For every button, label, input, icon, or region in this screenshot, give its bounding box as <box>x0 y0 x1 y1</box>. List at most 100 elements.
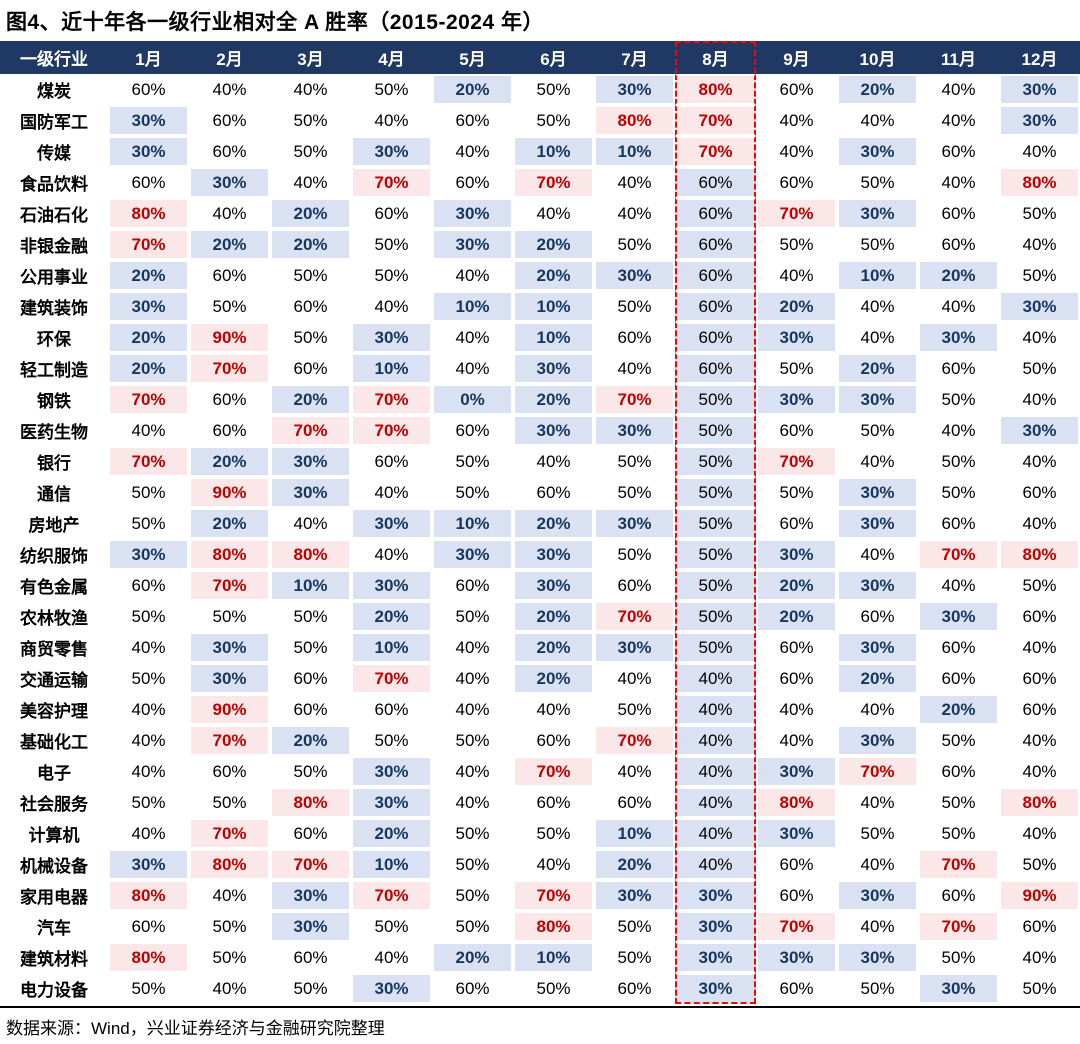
rate-cell: 40% <box>837 911 918 942</box>
industry-name: 煤炭 <box>0 74 108 105</box>
rate-cell: 10% <box>351 632 432 663</box>
rate-cell: 30% <box>594 632 675 663</box>
rate-cell: 80% <box>513 911 594 942</box>
rate-cell: 30% <box>675 942 756 973</box>
rate-cell: 40% <box>594 198 675 229</box>
rate-cell: 0% <box>432 384 513 415</box>
rate-cell: 30% <box>837 384 918 415</box>
rate-cell: 40% <box>756 136 837 167</box>
rate-cell: 30% <box>837 632 918 663</box>
rate-cell: 70% <box>351 415 432 446</box>
rate-cell: 50% <box>270 260 351 291</box>
rate-cell: 40% <box>999 756 1080 787</box>
rate-cell: 20% <box>837 74 918 105</box>
rate-cell: 60% <box>108 570 189 601</box>
rate-cell: 50% <box>999 353 1080 384</box>
month-column-header: 10月 <box>837 41 918 74</box>
rate-cell: 80% <box>270 539 351 570</box>
rate-cell: 60% <box>756 663 837 694</box>
table-row: 建筑材料 80% 50% 60% 40% 20% 10% 50% 30% 30% 30% 50% 40% <box>0 942 1080 973</box>
table-row: 房地产 50% 20% 40% 30% 10% 20% 30% 50% 60% 30% 60% 40% <box>0 508 1080 539</box>
rate-cell: 50% <box>513 818 594 849</box>
industry-name: 钢铁 <box>0 384 108 415</box>
rate-cell: 60% <box>270 291 351 322</box>
table-body: 煤炭 60% 40% 40% 50% 20% 50% 30% 80% 60% 20% 40% 30% 国防… <box>0 74 1080 1004</box>
rate-cell: 80% <box>756 787 837 818</box>
table-header-row: 一级行业 1月 2月 3月 4月 5月 6月 7月 8月 9月 10月 11月 12月 <box>0 41 1080 74</box>
rate-cell: 40% <box>513 446 594 477</box>
table-row: 国防军工 30% 60% 50% 40% 60% 50% 80% 70% 40% 40% 40% 30% <box>0 105 1080 136</box>
rate-cell: 40% <box>918 105 999 136</box>
rate-cell: 40% <box>108 694 189 725</box>
rate-cell: 60% <box>351 198 432 229</box>
rate-cell: 30% <box>756 322 837 353</box>
rate-cell: 60% <box>756 74 837 105</box>
rate-cell: 70% <box>189 570 270 601</box>
industry-name: 电子 <box>0 756 108 787</box>
table-row: 机械设备 30% 80% 70% 10% 50% 40% 20% 40% 60% 40% 70% 50% <box>0 849 1080 880</box>
rate-cell: 60% <box>918 632 999 663</box>
rate-cell: 30% <box>513 415 594 446</box>
rate-cell: 20% <box>756 570 837 601</box>
industry-name: 汽车 <box>0 911 108 942</box>
table-row: 社会服务 50% 50% 80% 30% 40% 60% 60% 40% 80% 40% 50% 80% <box>0 787 1080 818</box>
rate-cell: 50% <box>513 105 594 136</box>
rate-cell: 60% <box>675 229 756 260</box>
industry-name: 通信 <box>0 477 108 508</box>
rate-cell: 40% <box>999 322 1080 353</box>
rate-cell: 50% <box>918 477 999 508</box>
rate-cell: 30% <box>837 570 918 601</box>
rate-cell: 60% <box>189 415 270 446</box>
rate-cell: 50% <box>999 973 1080 1004</box>
rate-cell: 50% <box>270 136 351 167</box>
rate-cell: 60% <box>108 74 189 105</box>
rate-cell: 60% <box>999 911 1080 942</box>
rate-cell: 40% <box>513 198 594 229</box>
rate-cell: 50% <box>837 415 918 446</box>
industry-name: 银行 <box>0 446 108 477</box>
rate-cell: 20% <box>351 818 432 849</box>
rate-cell: 50% <box>351 74 432 105</box>
rate-cell: 40% <box>594 756 675 787</box>
rate-cell: 30% <box>432 229 513 260</box>
rate-cell: 80% <box>999 787 1080 818</box>
rate-cell: 60% <box>594 973 675 1004</box>
rate-cell: 30% <box>594 415 675 446</box>
rate-cell: 30% <box>918 973 999 1004</box>
industry-name: 社会服务 <box>0 787 108 818</box>
rate-cell: 60% <box>594 322 675 353</box>
rate-cell: 50% <box>675 477 756 508</box>
rate-cell: 50% <box>756 353 837 384</box>
rate-cell: 80% <box>189 849 270 880</box>
month-column-header: 7月 <box>594 41 675 74</box>
table-row: 汽车 60% 50% 30% 50% 50% 80% 50% 30% 70% 40% 70% 60% <box>0 911 1080 942</box>
rate-cell: 30% <box>108 291 189 322</box>
month-column-header: 2月 <box>189 41 270 74</box>
rate-cell: 30% <box>756 539 837 570</box>
rate-cell: 10% <box>513 942 594 973</box>
table-row: 通信 50% 90% 30% 40% 50% 60% 50% 50% 50% 30% 50% 60% <box>0 477 1080 508</box>
rate-cell: 40% <box>351 105 432 136</box>
rate-cell: 50% <box>108 663 189 694</box>
rate-cell: 30% <box>999 291 1080 322</box>
rate-cell: 30% <box>189 167 270 198</box>
table-row: 非银金融 70% 20% 20% 50% 30% 20% 50% 60% 50% 50% 60% 40% <box>0 229 1080 260</box>
rate-cell: 40% <box>918 415 999 446</box>
rate-cell: 20% <box>108 322 189 353</box>
industry-name: 商贸零售 <box>0 632 108 663</box>
rate-cell: 60% <box>675 260 756 291</box>
rate-cell: 30% <box>756 756 837 787</box>
rate-cell: 60% <box>918 198 999 229</box>
rate-cell: 40% <box>837 787 918 818</box>
win-rate-table: 一级行业 1月 2月 3月 4月 5月 6月 7月 8月 9月 10月 11月 12月 煤炭 60% 40%… <box>0 41 1080 1004</box>
rate-cell: 50% <box>432 911 513 942</box>
rate-cell: 50% <box>270 322 351 353</box>
table-row: 农林牧渔 50% 50% 50% 20% 50% 20% 70% 50% 20% 60% 30% 60% <box>0 601 1080 632</box>
rate-cell: 40% <box>108 415 189 446</box>
rate-cell: 40% <box>756 260 837 291</box>
rate-cell: 70% <box>918 911 999 942</box>
rate-cell: 50% <box>270 756 351 787</box>
rate-cell: 50% <box>270 601 351 632</box>
rate-cell: 50% <box>432 477 513 508</box>
rate-cell: 60% <box>756 632 837 663</box>
